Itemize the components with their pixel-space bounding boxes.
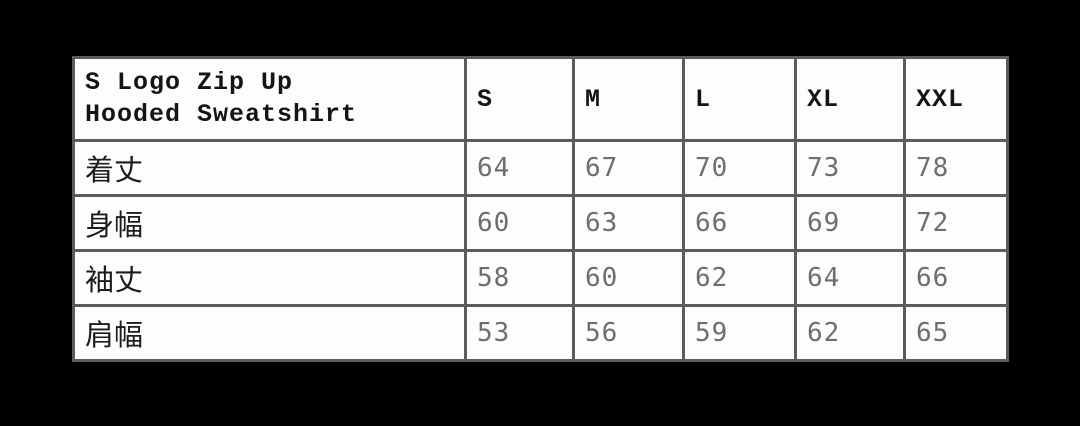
size-header-xxl: XXL xyxy=(903,56,1009,142)
measurement-value: 73 xyxy=(794,139,906,197)
measurement-value: 56 xyxy=(572,304,685,362)
measurement-value: 66 xyxy=(682,194,797,252)
measurement-label: 袖丈 xyxy=(72,249,467,307)
measurement-value: 64 xyxy=(464,139,575,197)
measurement-value: 65 xyxy=(903,304,1009,362)
measurement-value: 60 xyxy=(464,194,575,252)
measurement-value: 70 xyxy=(682,139,797,197)
measurement-value: 78 xyxy=(903,139,1009,197)
measurement-value: 62 xyxy=(682,249,797,307)
measurement-value: 60 xyxy=(572,249,685,307)
measurement-value: 66 xyxy=(903,249,1009,307)
measurement-value: 59 xyxy=(682,304,797,362)
size-header-s: S xyxy=(464,56,575,142)
table-row-body-length: 着丈 64 67 70 73 78 xyxy=(72,139,1009,197)
table-row-sleeve-length: 袖丈 58 60 62 64 66 xyxy=(72,249,1009,307)
header-row: S Logo Zip Up Hooded Sweatshirt S M L XL… xyxy=(72,56,1009,142)
measurement-value: 69 xyxy=(794,194,906,252)
size-chart-table: S Logo Zip Up Hooded Sweatshirt S M L XL… xyxy=(72,56,1009,362)
measurement-value: 58 xyxy=(464,249,575,307)
measurement-label: 肩幅 xyxy=(72,304,467,362)
measurement-value: 53 xyxy=(464,304,575,362)
measurement-value: 63 xyxy=(572,194,685,252)
product-title-line-2: Hooded Sweatshirt xyxy=(85,100,358,129)
product-title-line-1: S Logo Zip Up xyxy=(85,68,294,97)
product-title-cell: S Logo Zip Up Hooded Sweatshirt xyxy=(72,56,467,142)
measurement-label: 着丈 xyxy=(72,139,467,197)
size-header-xl: XL xyxy=(794,56,906,142)
size-header-m: M xyxy=(572,56,685,142)
measurement-value: 64 xyxy=(794,249,906,307)
size-header-l: L xyxy=(682,56,797,142)
table-row-shoulder-width: 肩幅 53 56 59 62 65 xyxy=(72,304,1009,362)
measurement-label: 身幅 xyxy=(72,194,467,252)
measurement-value: 72 xyxy=(903,194,1009,252)
measurement-value: 67 xyxy=(572,139,685,197)
table-row-body-width: 身幅 60 63 66 69 72 xyxy=(72,194,1009,252)
measurement-value: 62 xyxy=(794,304,906,362)
